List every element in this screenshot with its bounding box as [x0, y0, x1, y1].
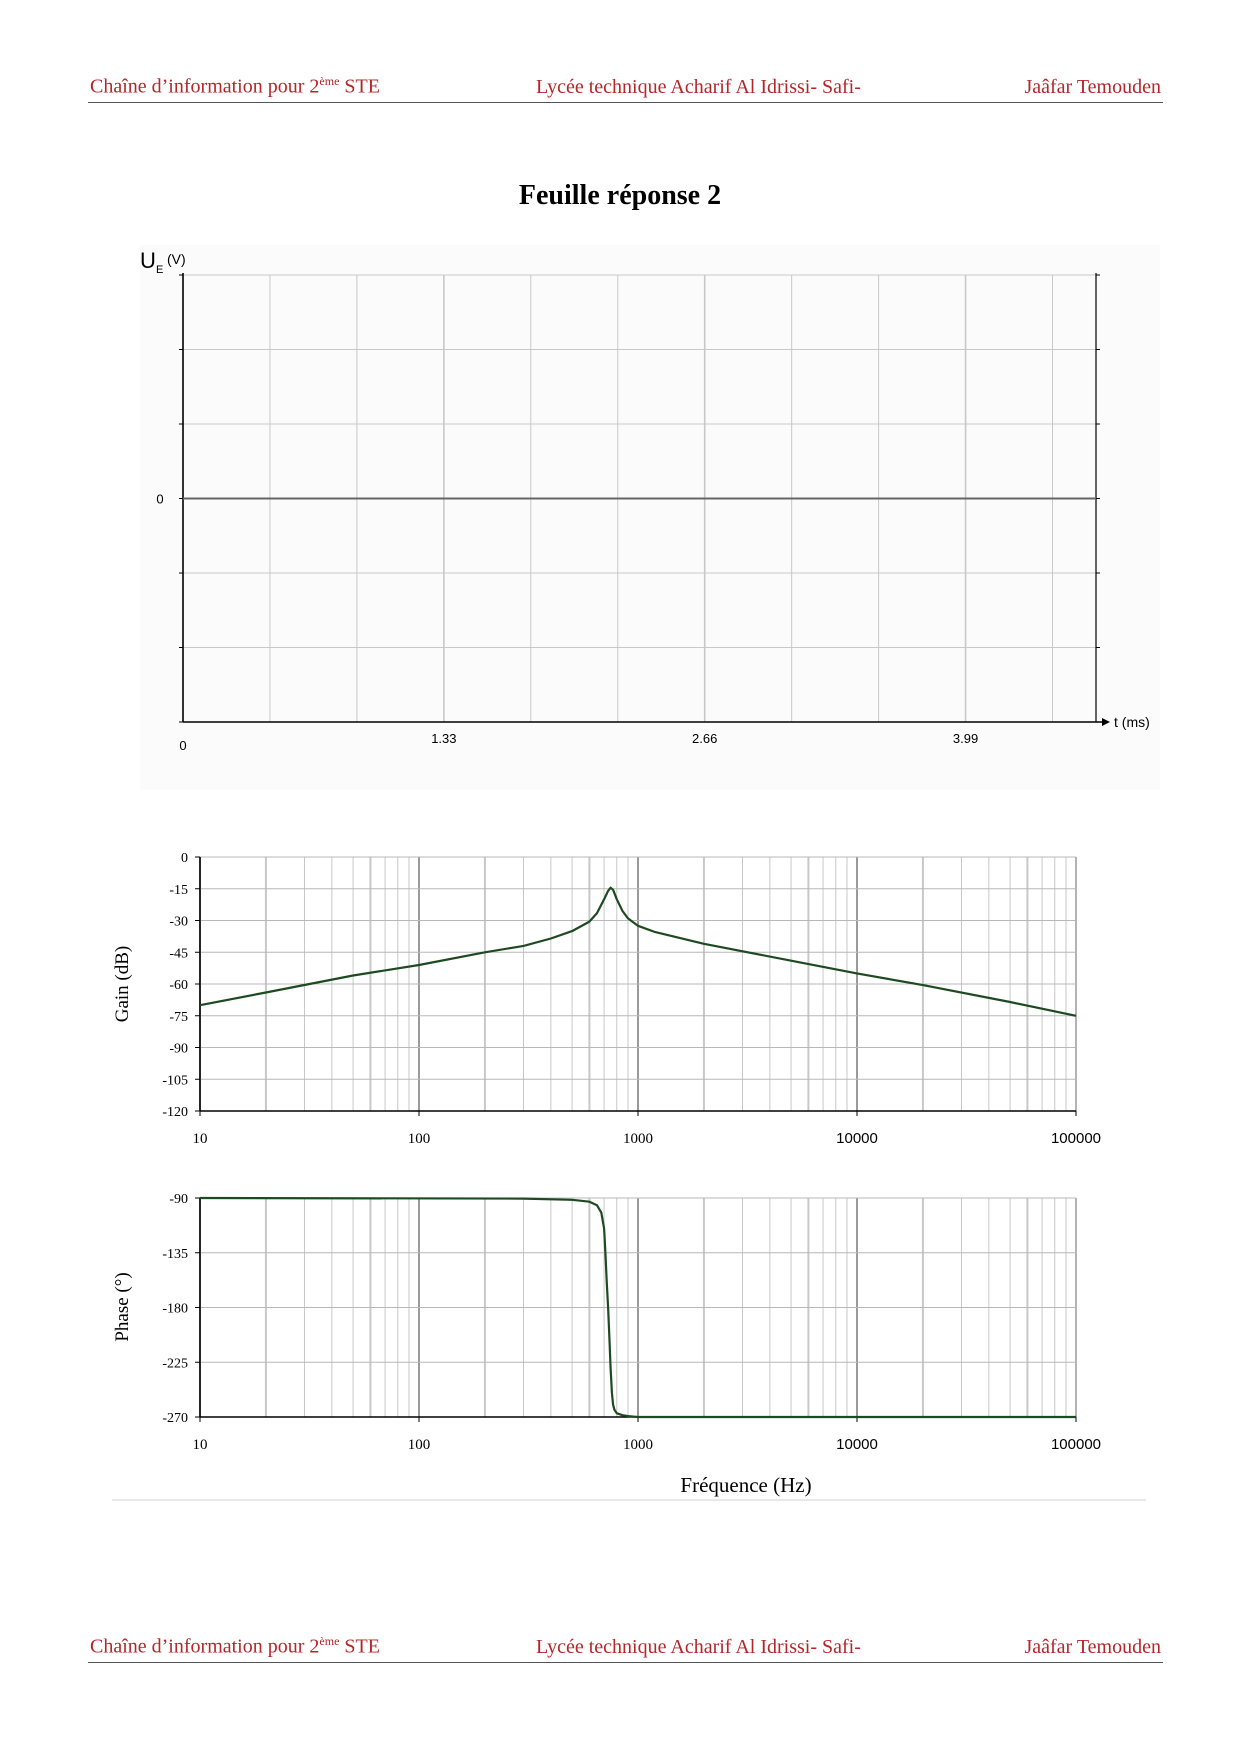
footer-author: Jaâfar Temouden	[1024, 1636, 1161, 1658]
chart1-xlabel: t (ms)	[1114, 714, 1150, 730]
header-school: Lycée technique Acharif Al Idrissi- Safi…	[536, 76, 861, 98]
footer-school: Lycée technique Acharif Al Idrissi- Safi…	[536, 1636, 861, 1658]
chart3-ytick-label: -90	[169, 1192, 188, 1207]
chart2-ytick-label: 0	[181, 851, 188, 866]
chart1-xtick-label: 1.33	[431, 731, 456, 746]
chart1-xtick-label: 3.99	[953, 731, 978, 746]
chart3-ytick-label: -135	[162, 1247, 188, 1262]
page-footer: Chaîne d’information pour 2ème STE Lycée…	[88, 1634, 1163, 1663]
page-title: Feuille réponse 2	[518, 180, 722, 211]
chart3-xtick-label: 100000	[1051, 1436, 1101, 1453]
chart1-xtick-label: 2.66	[692, 731, 717, 746]
chart2-ytick-label: -120	[162, 1105, 188, 1120]
chart3-xtick-label: 100	[408, 1437, 431, 1453]
chart3-ylabel: Phase (°)	[112, 1272, 133, 1341]
bode-background	[110, 840, 1150, 1500]
chart3-ytick-label: -270	[162, 1411, 188, 1426]
chart2-xtick-label: 100	[408, 1131, 431, 1147]
chart2-ytick-label: -45	[169, 946, 188, 961]
chart2-ylabel: Gain (dB)	[112, 946, 133, 1023]
header-author: Jaâfar Temouden	[1024, 76, 1161, 98]
chart2-ytick-label: -15	[169, 883, 188, 898]
chart1-ytick-label: 0	[156, 492, 163, 507]
chart1-ylabel-sub: E	[156, 264, 163, 276]
chart3-xtick-label: 1000	[623, 1437, 653, 1453]
header-course: Chaîne d’information pour 2ème STE	[90, 74, 380, 98]
chart3-xtick-label: 10000	[836, 1436, 878, 1453]
chart2-ytick-label: -60	[169, 978, 188, 993]
chart2-xtick-label: 10	[193, 1131, 208, 1147]
chart3-series-line	[199, 1196, 1076, 1419]
chart2-xtick-label: 100000	[1051, 1130, 1101, 1147]
chart1-background	[140, 245, 1160, 790]
footer-course: Chaîne d’information pour 2ème STE	[90, 1634, 380, 1658]
page-header: Chaîne d’information pour 2ème STE Lycée…	[88, 74, 1163, 103]
chart2-series-line	[199, 886, 1077, 1017]
chart2-xtick-label: 1000	[623, 1131, 653, 1147]
chart3-ytick-label: -225	[162, 1356, 188, 1371]
chart1-x-arrow	[1102, 718, 1110, 726]
chart2-ytick-label: -90	[169, 1042, 188, 1057]
chart3-ytick-label: -180	[162, 1302, 188, 1317]
chart1-ylabel: U	[140, 248, 156, 273]
chart1-ylabel-unit: (V)	[167, 251, 186, 267]
chart2-ytick-label: -75	[169, 1010, 188, 1025]
chart1-xtick-label: 0	[179, 738, 186, 753]
chart3-xlabel: Fréquence (Hz)	[680, 1473, 811, 1497]
chart2-ytick-label: -105	[162, 1073, 188, 1088]
chart2-xtick-label: 10000	[836, 1130, 878, 1147]
chart2-ytick-label: -30	[169, 915, 188, 930]
chart3-xtick-label: 10	[193, 1437, 208, 1453]
